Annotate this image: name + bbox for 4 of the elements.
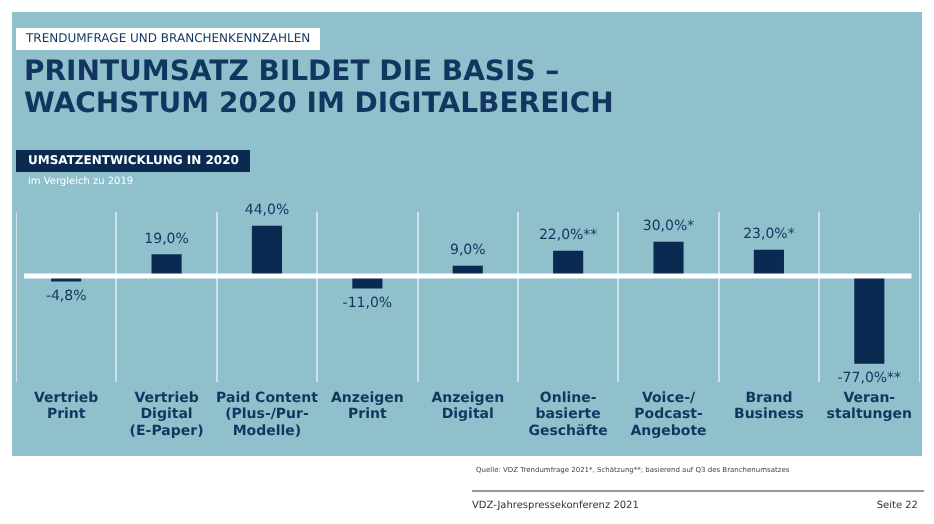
bar [854,275,885,364]
bar [653,241,684,276]
chart-title: PRINTUMSATZ BILDET DIE BASIS – WACHSTUM 2020 IM DIGITALBEREICH [24,56,616,120]
bar [251,225,283,276]
